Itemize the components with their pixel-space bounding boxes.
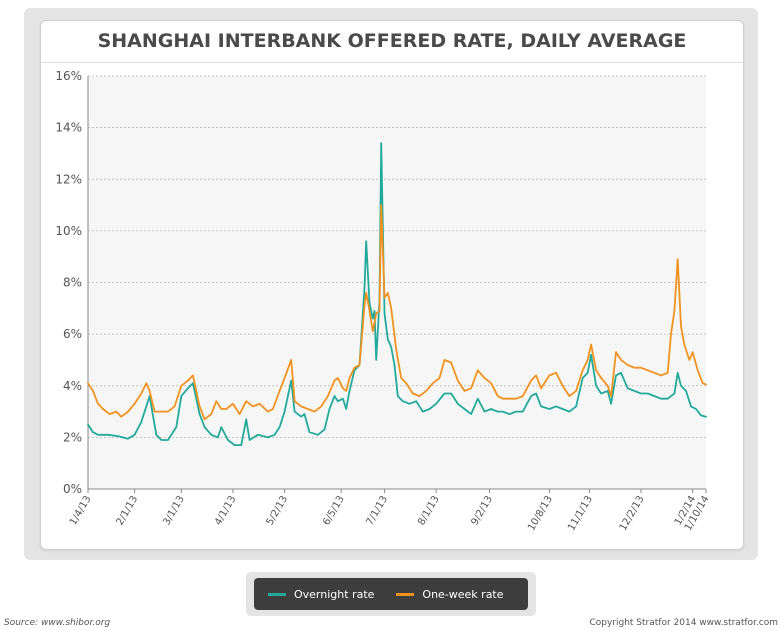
y-tick-label: 16% xyxy=(55,69,82,83)
x-tick-label: 2/1/13 xyxy=(115,494,141,527)
x-tick-label: 8/1/13 xyxy=(416,494,442,527)
legend: Overnight rate One-week rate xyxy=(254,578,528,610)
series-line-one-week xyxy=(87,204,707,421)
x-tick-label: 7/1/13 xyxy=(364,494,390,527)
chart-title: SHANGHAI INTERBANK OFFERED RATE, DAILY A… xyxy=(40,20,744,63)
y-tick-label: 14% xyxy=(55,121,82,135)
legend-swatch-one-week xyxy=(396,592,415,596)
chart-svg: 0% 2% 4% 6% 8% 10% 12% 14% 16% 1/4/13 2/1/13 3/1/13… xyxy=(55,69,711,533)
y-tick-label: 10% xyxy=(55,224,82,238)
x-tick-label: 3/1/13 xyxy=(161,494,187,527)
x-tick-label: 4/1/13 xyxy=(213,494,239,527)
x-tick-label: 6/5/13 xyxy=(321,494,347,527)
series-line-overnight xyxy=(87,142,707,447)
y-tick-label: 8% xyxy=(63,276,82,290)
legend-item-overnight: Overnight rate xyxy=(268,588,374,601)
x-tick-label: 9/2/13 xyxy=(469,494,495,527)
source-note: Source: www.shibor.org xyxy=(4,618,111,628)
x-tick-label: 11/1/13 xyxy=(566,494,595,533)
legend-item-one-week: One-week rate xyxy=(396,587,504,601)
legend-swatch-overnight xyxy=(268,592,286,596)
y-tick-label: 6% xyxy=(63,327,82,341)
x-tick-label: 1/4/13 xyxy=(68,494,94,527)
legend-label-overnight: Overnight rate xyxy=(294,587,375,601)
y-tick-label: 4% xyxy=(63,379,82,393)
y-tick-label: 2% xyxy=(63,430,82,444)
copyright-note: Copyright Stratfor 2014 www.stratfor.com xyxy=(589,618,778,628)
legend-label-one-week: One-week rate xyxy=(422,587,504,601)
x-tick-label: 10/8/13 xyxy=(526,494,555,533)
x-tick-label: 5/2/13 xyxy=(265,494,291,527)
y-tick-label: 12% xyxy=(55,172,82,186)
y-tick-label: 0% xyxy=(63,482,82,496)
x-tick-label: 12/2/13 xyxy=(618,494,647,533)
